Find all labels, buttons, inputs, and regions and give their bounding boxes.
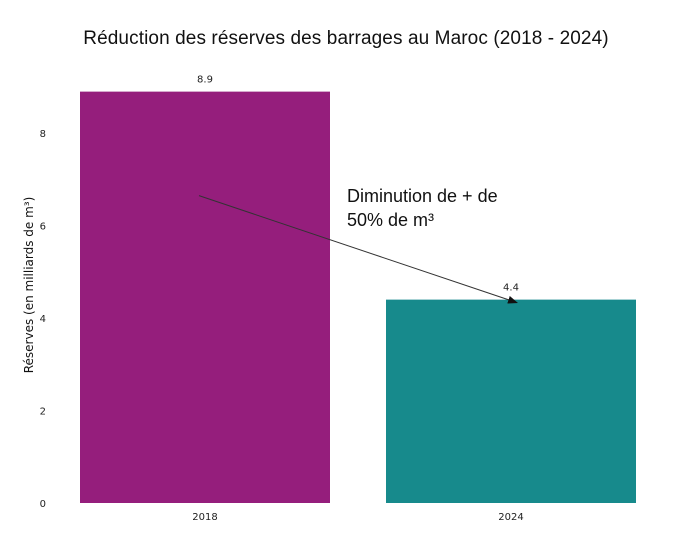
annotation-arrow: [198, 195, 518, 304]
y-tick-label: 8: [40, 129, 46, 140]
x-axis-ticks: 2018 2024: [192, 512, 523, 523]
y-tick-label: 0: [40, 499, 46, 510]
x-tick-label-2024: 2024: [498, 512, 523, 523]
bars-group: [80, 91, 636, 503]
annotation-text-line-1: Diminution de + de: [347, 186, 498, 206]
annotation-text-line-2: 50% de m³: [347, 210, 434, 230]
data-label-2018: 8.9: [197, 75, 213, 86]
y-axis-label: Réserves (en milliards de m³): [22, 197, 36, 374]
data-label-2024: 4.4: [503, 283, 519, 294]
y-tick-label: 4: [40, 314, 46, 325]
bar-2024: [386, 299, 636, 503]
data-labels-group: 8.9 4.4: [197, 75, 519, 294]
x-tick-label-2018: 2018: [192, 512, 217, 523]
y-axis-ticks: 0 2 4 6 8: [40, 129, 46, 510]
bar-2018: [80, 91, 330, 503]
y-tick-label: 2: [40, 407, 46, 418]
y-tick-label: 6: [40, 222, 46, 233]
chart-title: Réduction des réserves des barrages au M…: [83, 28, 609, 49]
